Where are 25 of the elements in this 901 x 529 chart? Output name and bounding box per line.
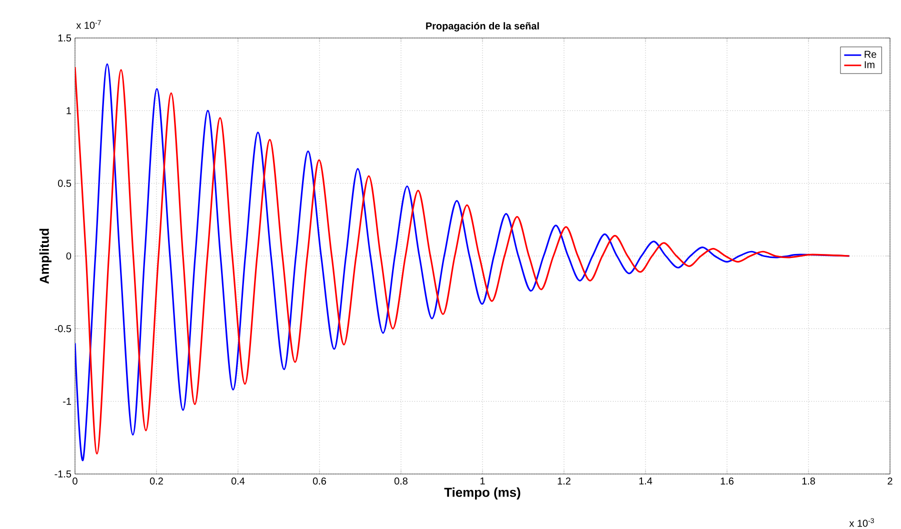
legend-label: Re xyxy=(864,50,876,58)
x-tick-label: 1.8 xyxy=(802,478,815,485)
text: x 10$^{-3}$ xyxy=(849,518,874,527)
y-tick-label: 0 xyxy=(66,252,72,260)
y-tick-label: -0.5 xyxy=(54,325,72,332)
x-tick-label: 1 xyxy=(480,478,485,484)
x-tick-label: 2 xyxy=(888,478,892,484)
x-tick-label: 0.2 xyxy=(150,478,163,485)
legend-label: Im xyxy=(864,61,874,68)
x-tick-label: 1.2 xyxy=(558,478,570,484)
x-tick-label: 0.8 xyxy=(394,478,408,485)
y-axis-title: Amplitud xyxy=(39,228,52,284)
x-tick-label: 0.6 xyxy=(312,478,326,485)
x-axis-title: Tiempo (ms) xyxy=(444,487,520,500)
x-tick-label: 1.6 xyxy=(720,478,734,485)
y-tick-label: 0.5 xyxy=(58,180,72,187)
y-tick-label: 1 xyxy=(66,107,71,114)
y-tick-label: -1 xyxy=(63,398,71,405)
chart-title: Propagación de la señal xyxy=(426,22,539,32)
text: x 10$^{-7}$ xyxy=(76,20,101,29)
y-tick-label: 1.5 xyxy=(58,34,72,42)
x-tick-label: 1.4 xyxy=(639,478,652,484)
y-tick-label: -1.5 xyxy=(54,470,72,478)
x-tick-label: 0.4 xyxy=(231,478,245,485)
x-tick-label: 0 xyxy=(72,478,78,485)
